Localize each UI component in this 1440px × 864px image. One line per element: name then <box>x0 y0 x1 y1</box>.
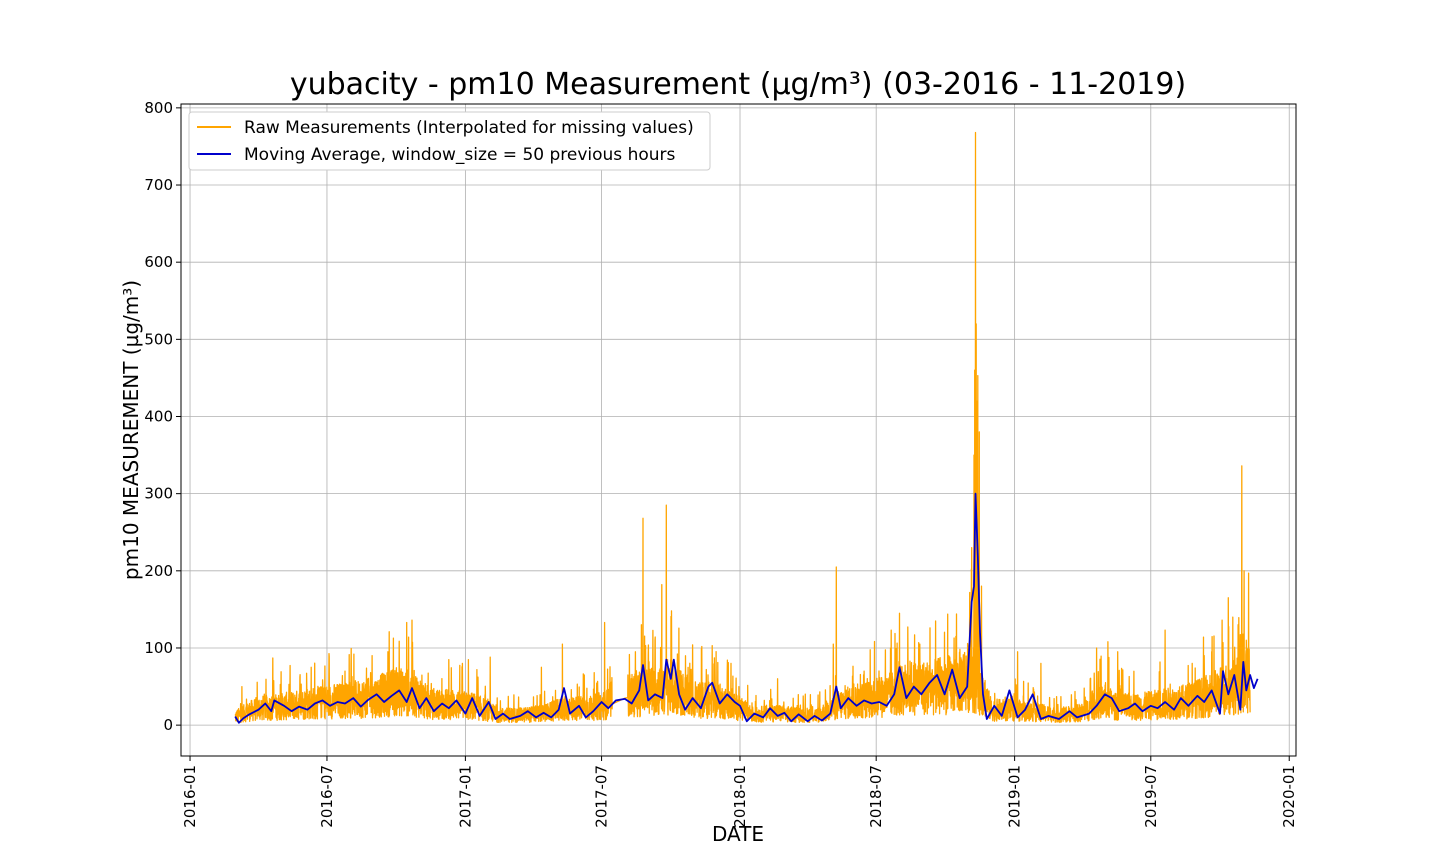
x-tick-label: 2017-07 <box>593 765 611 828</box>
y-tick-label: 700 <box>144 176 173 194</box>
x-tick-label: 2018-07 <box>867 765 885 828</box>
y-tick-label: 100 <box>144 639 173 657</box>
legend: Raw Measurements (Interpolated for missi… <box>188 111 711 171</box>
x-tick-label: 2018-01 <box>731 765 749 828</box>
y-tick-label: 300 <box>144 485 173 503</box>
x-tick-label: 2020-01 <box>1280 765 1298 828</box>
grid-lines <box>181 104 1296 756</box>
plot-frame <box>180 103 1297 757</box>
chart-title: yubacity - pm10 Measurement (µg/m³) (03-… <box>290 67 1186 102</box>
x-axis-ticks: 2016-01 2016-07 2017-01 2017-07 2018-01 2018-… <box>181 756 1298 828</box>
x-tick-label: 2016-07 <box>318 765 336 828</box>
plot-area <box>181 104 1296 756</box>
y-tick-label: 600 <box>144 253 173 271</box>
y-tick-label: 400 <box>144 407 173 425</box>
x-tick-label: 2017-01 <box>456 765 474 828</box>
y-tick-label: 800 <box>144 99 173 117</box>
x-axis-label: DATE <box>712 822 764 846</box>
y-axis-ticks: 0 100 200 300 400 500 600 700 800 <box>144 99 181 734</box>
moving-average-line <box>234 492 1259 724</box>
legend-raw-label: Raw Measurements (Interpolated for missi… <box>244 118 694 138</box>
legend-avg-label: Moving Average, window_size = 50 previou… <box>244 145 676 165</box>
y-axis-label: pm10 MEASUREMENT (µg/m³) <box>119 280 143 580</box>
x-tick-label: 2016-01 <box>181 765 199 828</box>
x-tick-label: 2019-07 <box>1142 765 1160 828</box>
y-tick-label: 500 <box>144 330 173 348</box>
y-tick-label: 0 <box>163 716 173 734</box>
legend-box <box>188 111 711 171</box>
x-tick-label: 2019-01 <box>1006 765 1024 828</box>
y-tick-label: 200 <box>144 562 173 580</box>
moving-average-series <box>234 492 1259 724</box>
